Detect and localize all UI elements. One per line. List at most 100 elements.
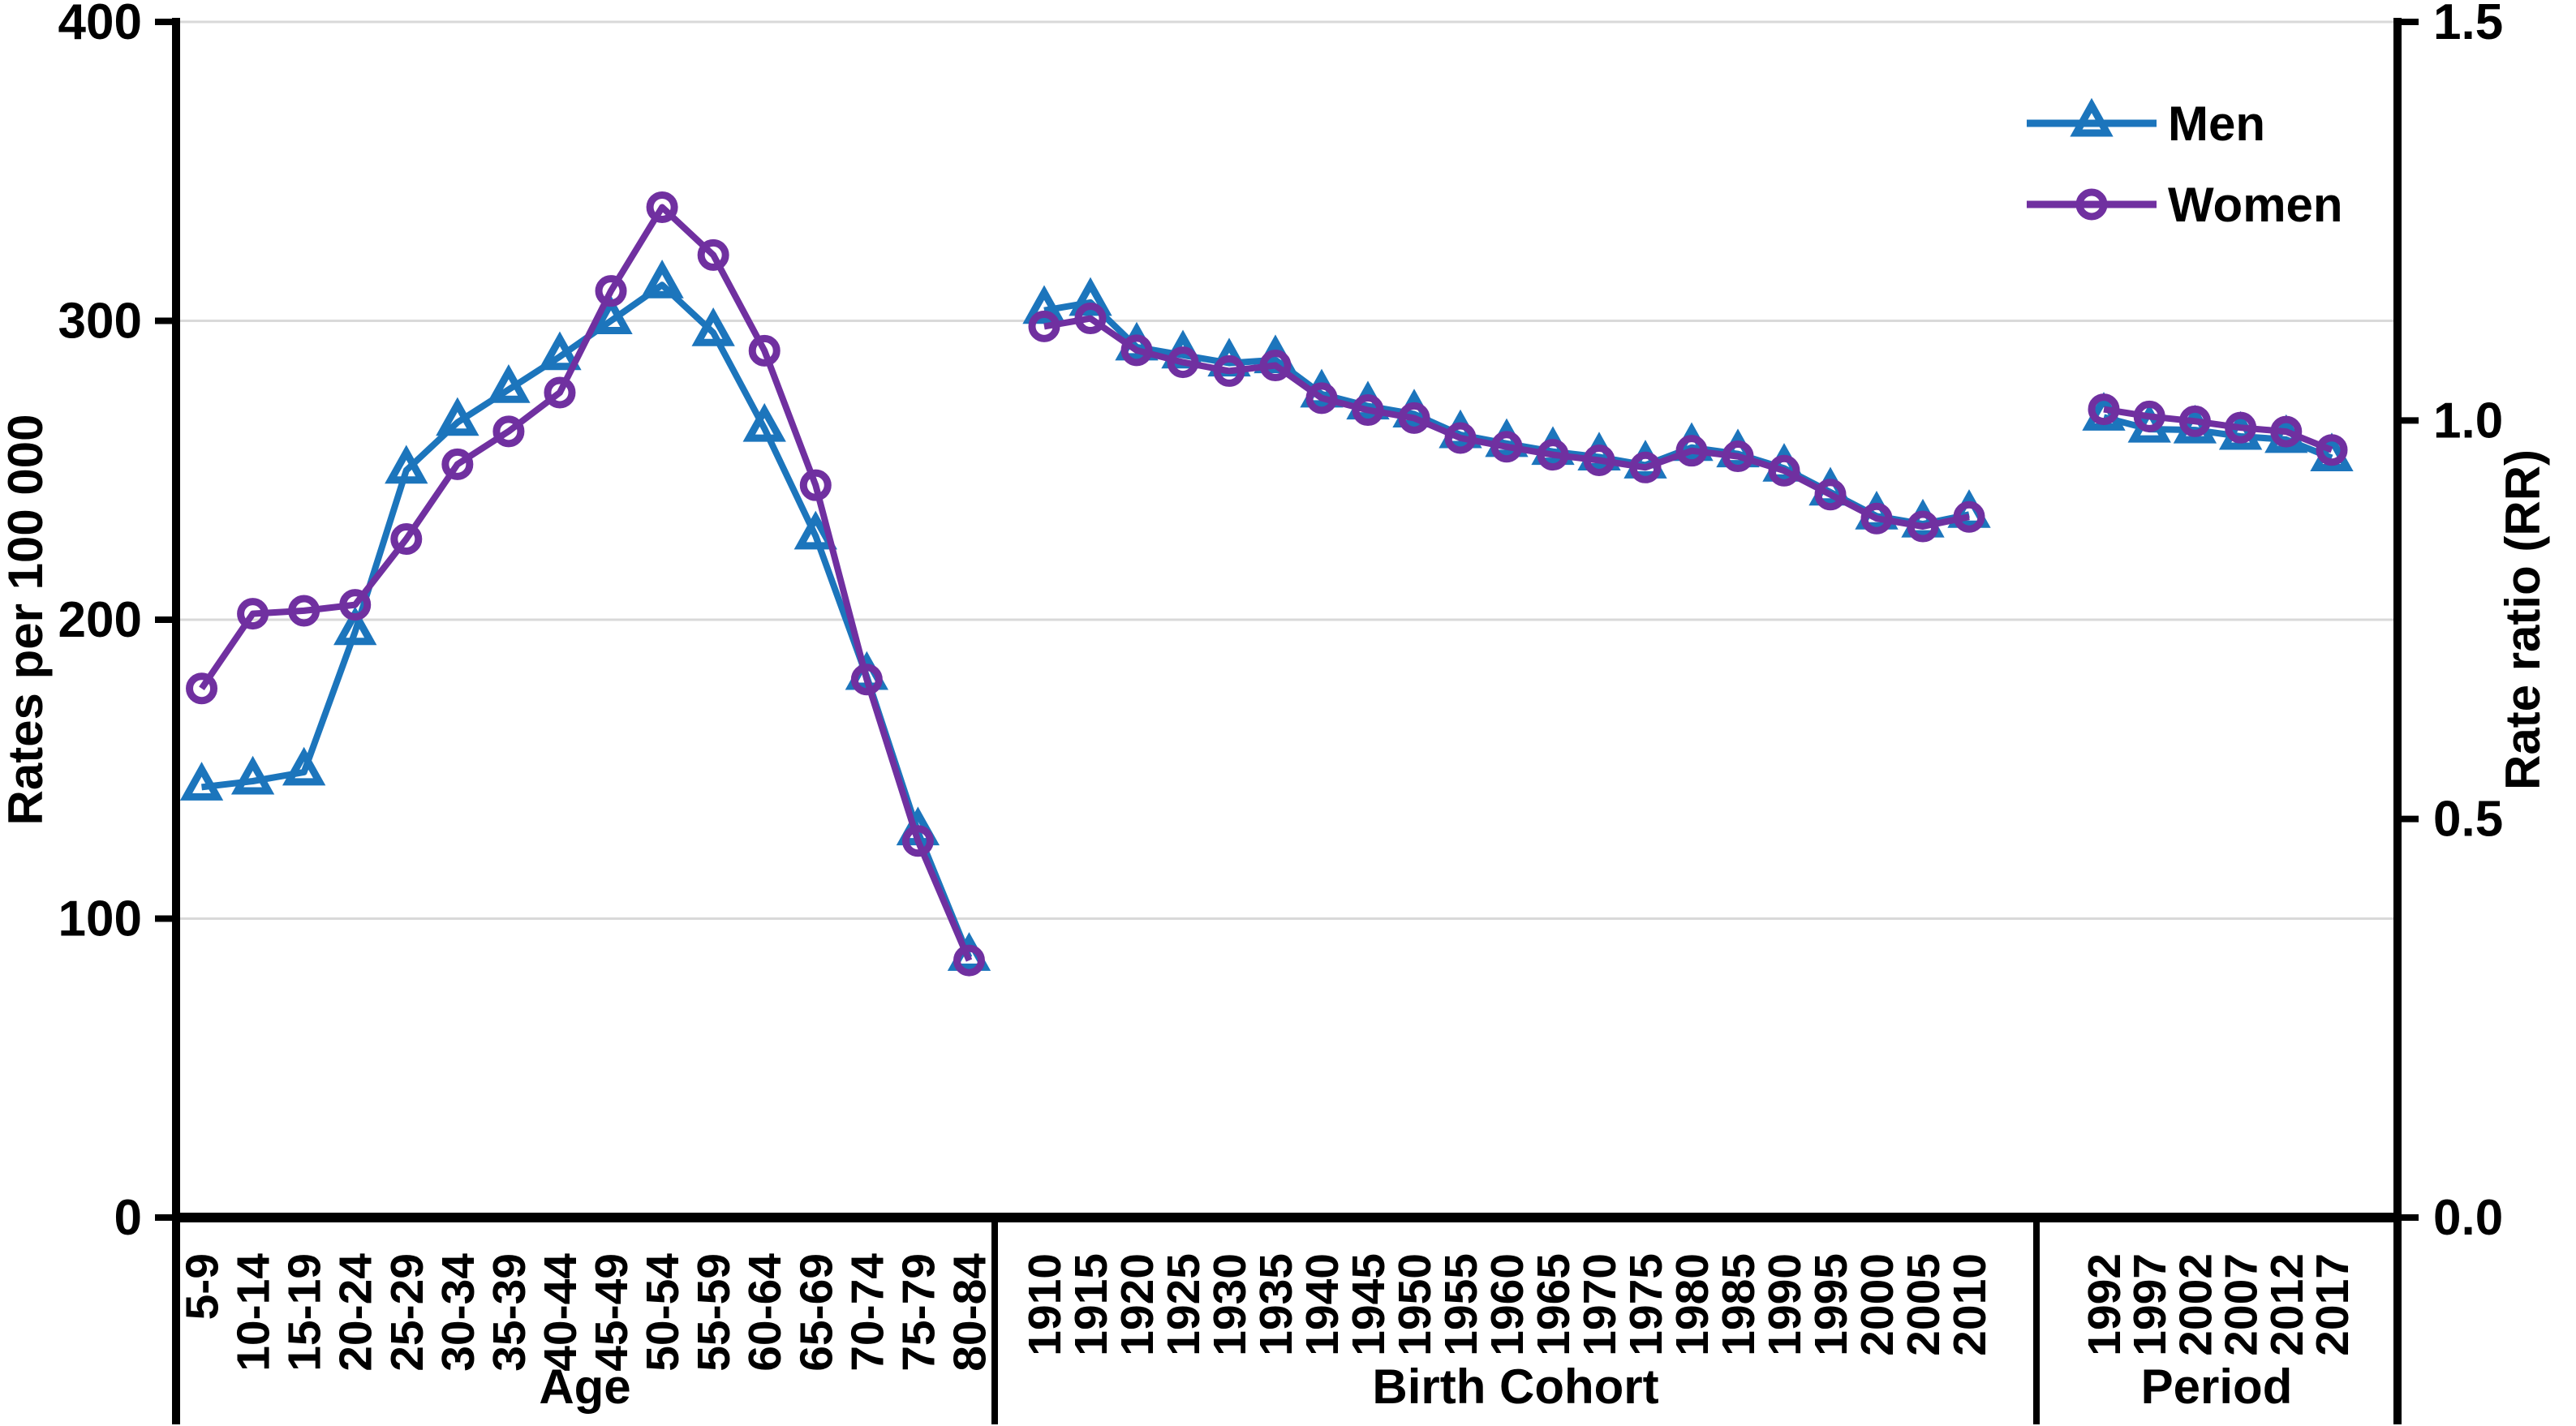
category-label: 35-39 — [484, 1253, 535, 1372]
women-birth-cohort-marker — [1675, 435, 1708, 467]
category-label: 40-44 — [535, 1253, 587, 1372]
panel-title-birth-cohort: Birth Cohort — [1372, 1359, 1658, 1414]
category-label: 65-69 — [790, 1253, 842, 1372]
right-tick-label: 0.5 — [2433, 792, 2503, 848]
women-birth-cohort-marker — [1167, 346, 1199, 379]
men-age-marker — [589, 295, 633, 334]
women-age-marker — [953, 944, 985, 977]
category-label: 1992 — [2079, 1253, 2131, 1356]
category-label: 2012 — [2261, 1253, 2313, 1356]
women-period-marker — [2316, 434, 2348, 466]
category-label: 1930 — [1204, 1253, 1256, 1356]
men-age-marker — [691, 307, 735, 346]
legend-label-women: Women — [2168, 178, 2343, 232]
women-birth-cohort-marker — [1583, 444, 1615, 476]
men-age-marker — [179, 762, 224, 801]
women-age-marker — [441, 448, 474, 480]
women-age-line — [199, 204, 973, 962]
right-tick-label: 1.0 — [2433, 393, 2503, 449]
category-label: 1995 — [1805, 1253, 1857, 1356]
women-birth-cohort-marker — [1120, 334, 1153, 367]
category-label: 1910 — [1019, 1253, 1071, 1356]
category-label: 1965 — [1528, 1253, 1580, 1356]
category-label: 1980 — [1666, 1253, 1718, 1356]
women-age-marker — [186, 672, 218, 705]
women-period-marker — [2088, 393, 2120, 426]
men-birth-cohort-marker — [1069, 277, 1112, 316]
category-label: 1925 — [1158, 1253, 1210, 1356]
category-label: 5-9 — [177, 1253, 229, 1320]
category-label: 1940 — [1297, 1253, 1348, 1356]
women-age-marker — [544, 376, 576, 409]
left-tick-label: 100 — [58, 891, 142, 947]
women-birth-cohort-marker — [1629, 451, 1662, 483]
women-period-marker — [2133, 400, 2165, 432]
category-label: 20-24 — [330, 1253, 382, 1372]
category-label: 1970 — [1574, 1253, 1626, 1356]
women-birth-cohort-marker — [1490, 431, 1523, 463]
category-label: 1920 — [1112, 1253, 1163, 1356]
left-tick-label: 400 — [58, 0, 142, 50]
left-tick-label: 300 — [58, 294, 142, 350]
category-label: 2010 — [1944, 1253, 1996, 1356]
women-birth-cohort-marker — [1722, 440, 1754, 473]
women-circle-marker-icon — [2075, 188, 2108, 221]
category-label: 70-74 — [841, 1253, 893, 1372]
axis-layer — [155, 18, 2419, 1424]
women-period-line — [2103, 406, 2333, 453]
women-period-marker — [2225, 411, 2257, 444]
women-age-marker — [339, 589, 372, 621]
legend: Men Women — [2027, 97, 2343, 232]
men-triangle-marker-icon — [2070, 97, 2114, 137]
women-birth-cohort-marker — [1259, 350, 1292, 382]
women-age-marker — [748, 334, 781, 367]
women-birth-cohort-marker — [1028, 310, 1060, 342]
women-age-marker — [850, 664, 883, 696]
women-period-marker — [2178, 405, 2211, 437]
men-age-marker — [385, 445, 428, 484]
category-label: 10-14 — [228, 1253, 280, 1372]
men-age-marker — [230, 755, 275, 795]
category-label: 1975 — [1620, 1253, 1672, 1356]
category-label: 1997 — [2124, 1253, 2176, 1356]
category-label: 2005 — [1898, 1253, 1950, 1356]
panel-title-age: Age — [539, 1359, 630, 1414]
category-label: 2017 — [2307, 1253, 2359, 1356]
women-birth-cohort-marker — [1768, 454, 1800, 487]
women-birth-cohort-marker — [1305, 382, 1338, 414]
women-birth-cohort-marker — [1352, 394, 1384, 427]
category-label: 1915 — [1065, 1253, 1117, 1356]
men-age-marker — [333, 606, 377, 646]
men-age-marker — [436, 397, 480, 436]
men-birth-cohort-marker — [1022, 285, 1066, 324]
legend-label-men: Men — [2168, 97, 2265, 151]
women-age-marker — [646, 191, 678, 223]
category-label: 1945 — [1343, 1253, 1395, 1356]
category-label: 1985 — [1713, 1253, 1765, 1356]
men-age-marker — [742, 402, 786, 442]
gridline-layer — [176, 20, 2398, 920]
category-label: 55-59 — [688, 1253, 740, 1372]
men-age-marker — [640, 260, 684, 299]
category-label: 2000 — [1851, 1253, 1903, 1356]
women-birth-cohort-marker — [1398, 402, 1430, 434]
men-age-marker — [487, 364, 531, 403]
women-birth-cohort-marker — [1860, 502, 1893, 535]
category-label: 15-19 — [279, 1253, 331, 1372]
category-label: 75-79 — [892, 1253, 944, 1372]
category-label: 50-54 — [637, 1253, 689, 1372]
women-period-marker — [2270, 415, 2303, 448]
category-label: 80-84 — [944, 1253, 996, 1372]
left-tick-label: 200 — [58, 592, 142, 648]
right-tick-label: 1.5 — [2433, 0, 2503, 50]
category-label: 60-64 — [739, 1253, 791, 1372]
series-layer — [179, 191, 2354, 977]
women-age-marker — [237, 598, 269, 630]
category-label: 1990 — [1759, 1253, 1811, 1356]
right-tick-label: 0.0 — [2433, 1190, 2503, 1246]
category-label: 1960 — [1482, 1253, 1533, 1356]
category-label: 25-29 — [381, 1253, 433, 1372]
left-tick-label: 0 — [114, 1190, 142, 1246]
